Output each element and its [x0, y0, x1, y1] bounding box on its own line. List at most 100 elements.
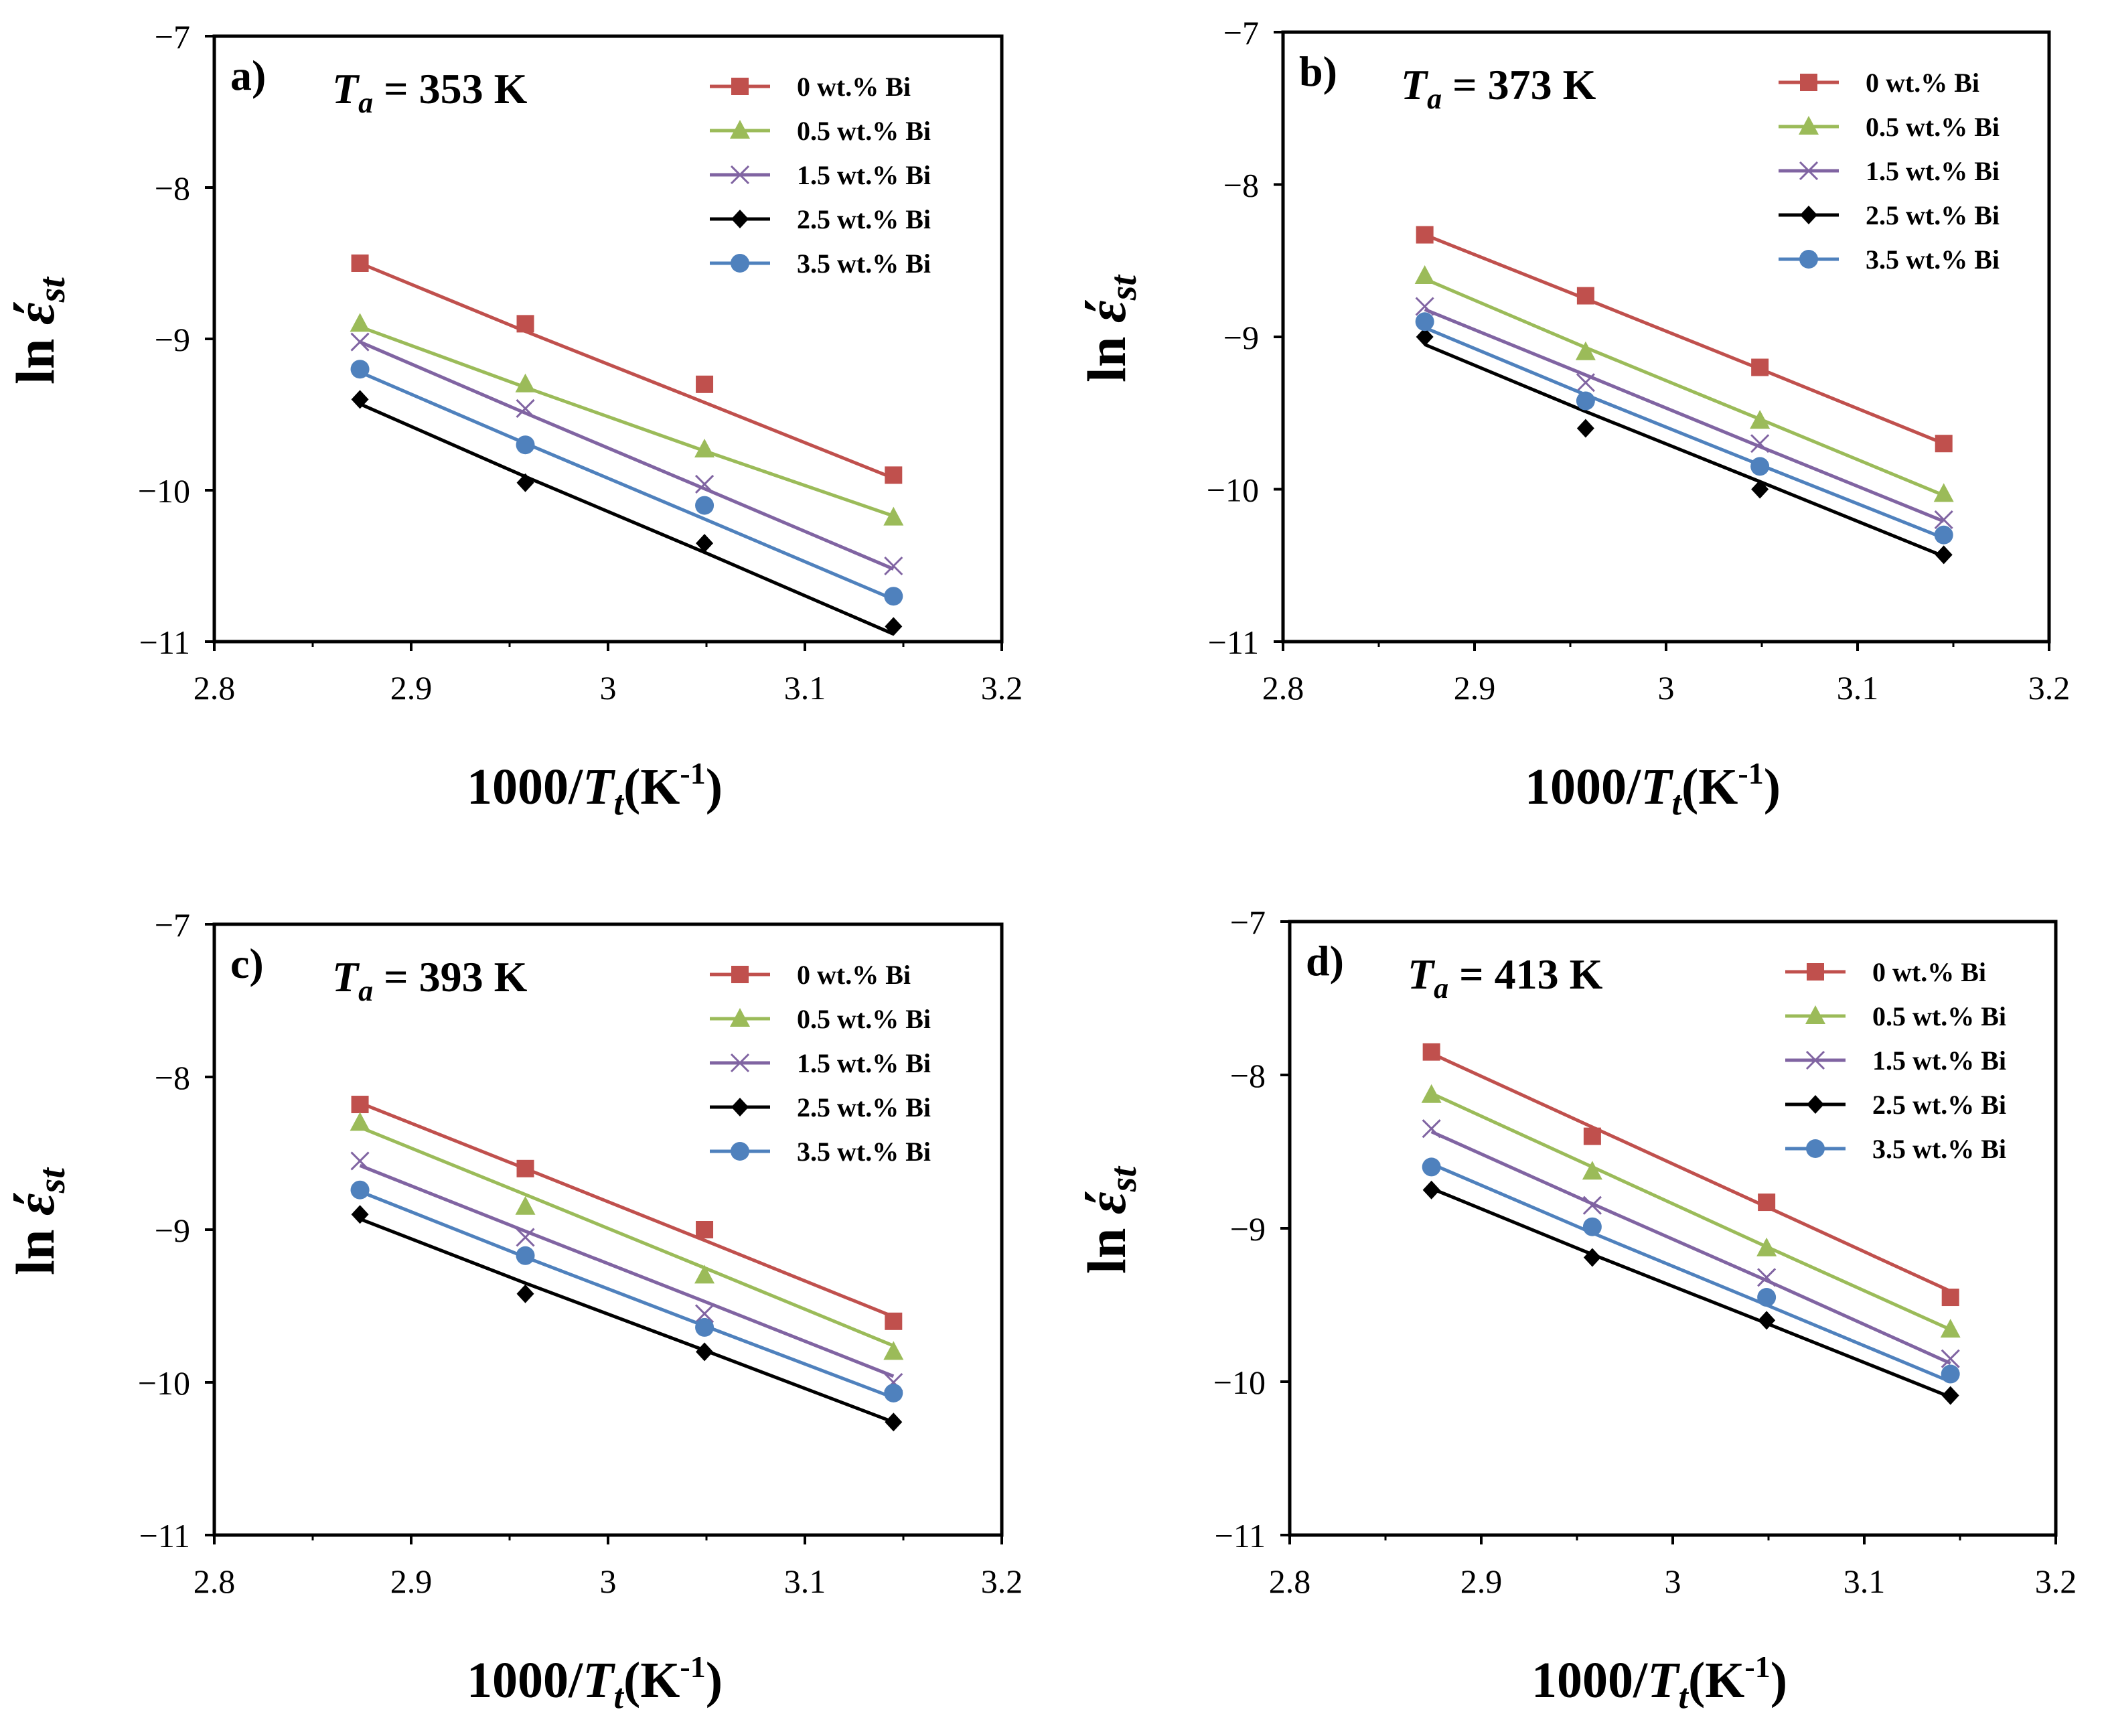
- series-fit-line: [359, 340, 895, 571]
- series-fit-line: [1430, 1092, 1951, 1331]
- data-point: [1416, 328, 1434, 346]
- legend-marker: [730, 1053, 750, 1073]
- data-point: [1941, 1289, 1959, 1307]
- legend-label: 3.5 wt.% Bi: [1872, 1134, 2006, 1164]
- data-point: [885, 617, 903, 636]
- y-axis-label-symbol: έ: [1076, 299, 1137, 323]
- data-point: [885, 466, 903, 484]
- series-2-5-wt-bi: [351, 390, 903, 636]
- data-point: [1750, 457, 1770, 476]
- legend-label: 2.5 wt.% Bi: [1866, 200, 2000, 230]
- y-axis-label-prefix: ln: [1076, 1214, 1137, 1274]
- x-axis-label-close: ): [706, 759, 723, 815]
- legend: 0 wt.% Bi 0.5 wt.% Bi 1.5 wt.% Bi 2.5 wt.% …: [710, 72, 931, 279]
- series-0-wt-bi: [1416, 226, 1953, 453]
- y-tick-label: −11: [1208, 624, 1259, 661]
- y-tick-label: −9: [1223, 319, 1259, 356]
- x-axis-label-unit: (K: [623, 759, 680, 815]
- panel-label: c): [230, 940, 264, 987]
- annotation-symbol: T: [332, 953, 360, 1001]
- data-point: [1934, 510, 1953, 530]
- y-tick-label: −7: [155, 906, 190, 944]
- data-point: [516, 315, 534, 333]
- series-2-5-wt-bi: [1422, 1180, 1959, 1405]
- data-point: [1941, 1364, 1960, 1384]
- legend-item: 3.5 wt.% Bi: [1779, 244, 2000, 275]
- legend-item: 0 wt.% Bi: [710, 72, 911, 102]
- legend-marker: [731, 1142, 749, 1161]
- legend-marker: [1807, 963, 1824, 981]
- data-point: [1422, 1043, 1440, 1061]
- x-tick-label: 3.2: [981, 669, 1023, 707]
- x-axis-label-exponent: -1: [1744, 1650, 1770, 1684]
- data-point: [1751, 358, 1769, 376]
- legend-marker: [730, 165, 750, 185]
- data-point: [1421, 1084, 1442, 1103]
- y-axis-label-subscript: st: [31, 1167, 73, 1194]
- data-point: [1582, 1217, 1602, 1236]
- series-3-5-wt-bi: [350, 360, 903, 606]
- chart-panel-2: 2.8 2.9 3 3.1 3.2 −7 −8 −9 −10 −11 ln έst 1000/Tt(K…: [1076, 14, 2070, 822]
- legend-marker: [730, 1008, 750, 1027]
- x-axis-label-subscript: t: [1679, 1678, 1689, 1716]
- legend-label: 1.5 wt.% Bi: [1866, 156, 2000, 186]
- series-0-5-wt-bi: [350, 1112, 904, 1360]
- x-tick-label: 3.1: [1837, 669, 1879, 707]
- series-3-5-wt-bi: [350, 1180, 903, 1402]
- x-axis-label-prefix: 1000/: [1525, 759, 1641, 815]
- legend-marker: [1805, 1005, 1825, 1024]
- series-3-5-wt-bi: [1415, 312, 1953, 545]
- legend-label: 2.5 wt.% Bi: [797, 1092, 931, 1123]
- data-point: [694, 1264, 715, 1284]
- data-point: [694, 1304, 715, 1323]
- y-axis-label-subscript: st: [1103, 275, 1144, 301]
- x-tick-label: 3: [1658, 669, 1675, 707]
- x-axis-label-subscript: t: [1672, 784, 1683, 822]
- y-tick-label: −7: [1223, 14, 1259, 52]
- x-axis-label-subscript: t: [614, 1678, 625, 1716]
- legend: 0 wt.% Bi 0.5 wt.% Bi 1.5 wt.% Bi 2.5 wt.% …: [1785, 957, 2006, 1164]
- annotation-subscript: a: [358, 86, 373, 119]
- series-2-5-wt-bi: [351, 1205, 903, 1432]
- x-axis-label-exponent: -1: [680, 756, 705, 790]
- legend-label: 0 wt.% Bi: [797, 960, 911, 990]
- panel-label: b): [1299, 48, 1337, 95]
- legend-item: 2.5 wt.% Bi: [1779, 200, 2000, 230]
- legend-item: 1.5 wt.% Bi: [1779, 156, 2000, 186]
- x-axis-label: 1000/Tt(K-1): [467, 1650, 723, 1716]
- legend-label: 0 wt.% Bi: [1866, 68, 1979, 98]
- series-fit-line: [359, 1163, 895, 1378]
- data-point: [516, 435, 535, 455]
- data-point: [1576, 287, 1594, 305]
- data-point: [1575, 341, 1596, 360]
- data-point: [516, 473, 534, 492]
- chart-panel-3: 2.8 2.9 3 3.1 3.2 −7 −8 −9 −10 −11 ln έst 1000/Tt(K…: [5, 906, 1023, 1716]
- annealing-temperature-label: Ta = 353 K: [332, 65, 528, 119]
- x-axis-label-close: ): [706, 1652, 723, 1709]
- data-point: [694, 474, 715, 494]
- data-point: [1933, 483, 1954, 502]
- legend-label: 0 wt.% Bi: [797, 72, 911, 102]
- series-fit-line: [1424, 343, 1945, 558]
- x-axis-label-symbol: T: [1647, 1652, 1680, 1709]
- data-point: [885, 1312, 903, 1330]
- data-point: [1583, 1127, 1601, 1145]
- data-point: [1582, 1196, 1602, 1215]
- series-0-wt-bi: [351, 255, 903, 484]
- legend-item: 0 wt.% Bi: [1785, 957, 1986, 987]
- data-point: [1576, 373, 1595, 392]
- y-axis-label-prefix: ln: [5, 325, 66, 384]
- data-point: [1414, 265, 1435, 284]
- legend-item: 1.5 wt.% Bi: [1785, 1045, 2006, 1076]
- legend-label: 1.5 wt.% Bi: [1872, 1045, 2006, 1076]
- annotation-value: = 413 K: [1448, 950, 1602, 998]
- data-point: [1582, 1161, 1602, 1180]
- y-axis-label: ln έst: [1076, 1166, 1144, 1274]
- series-0-wt-bi: [1422, 1043, 1959, 1307]
- series-fit-line: [1430, 1052, 1951, 1293]
- series-fit-line: [359, 1101, 895, 1319]
- data-point: [883, 1341, 904, 1360]
- data-point: [350, 360, 370, 379]
- data-point: [351, 1205, 369, 1224]
- y-tick-label: −11: [139, 624, 190, 661]
